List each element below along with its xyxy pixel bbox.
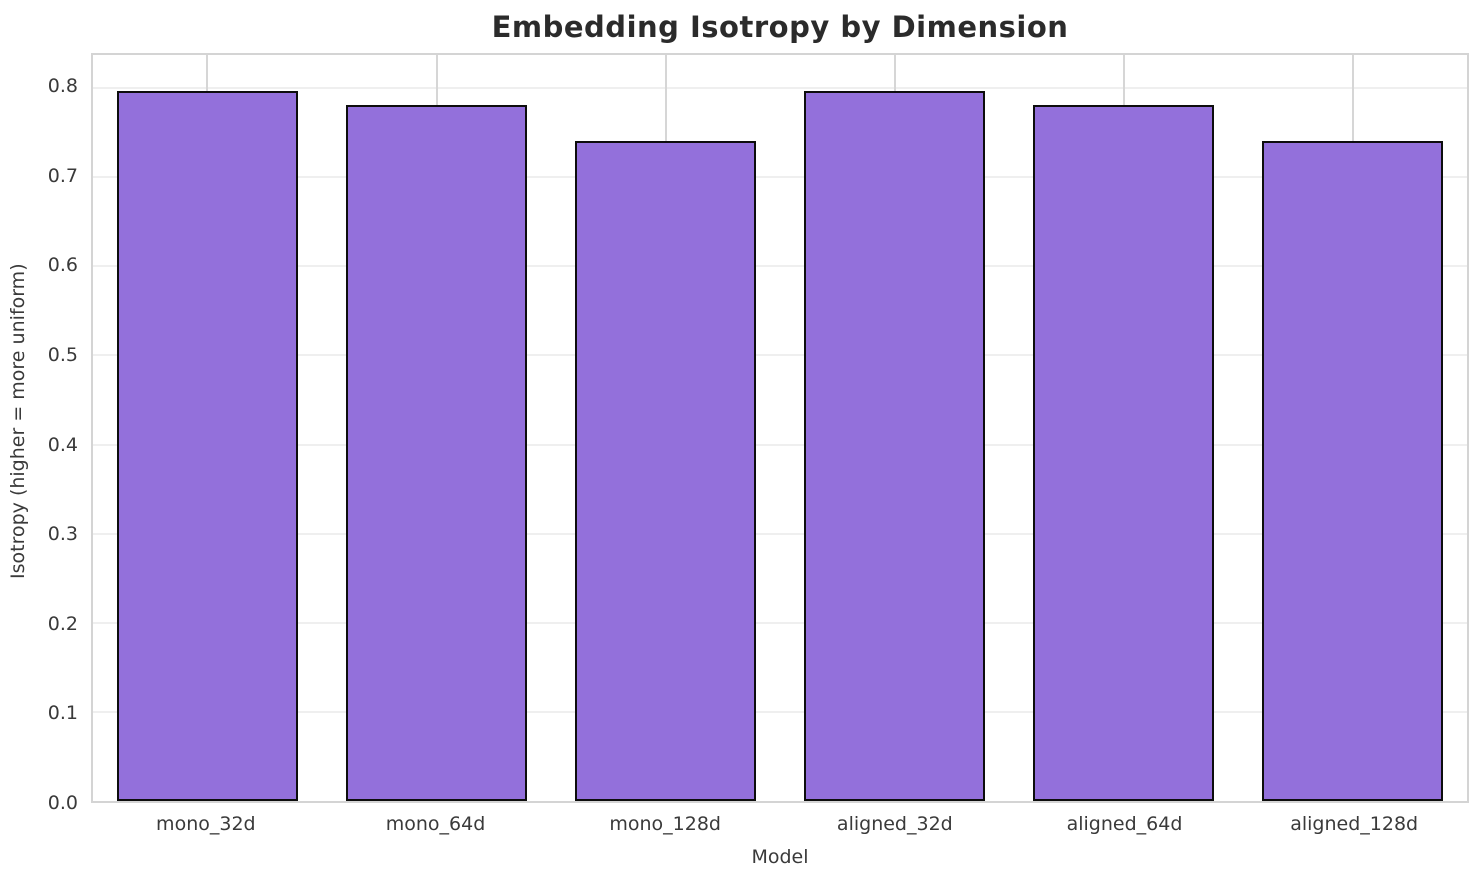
bar-mono_64d: [346, 104, 527, 801]
y-tick-label: 0.4: [47, 433, 78, 456]
y-tick-label: 0.1: [47, 702, 78, 725]
bar-aligned_64d: [1033, 104, 1214, 801]
x-tick-label-aligned_128d: aligned_128d: [1290, 813, 1419, 835]
h-gridline: [93, 176, 1467, 179]
y-tick-label: 0.8: [47, 75, 78, 98]
plot-area: [91, 53, 1469, 803]
x-tick-label-aligned_64d: aligned_64d: [1066, 813, 1183, 835]
x-tick-labels: mono_32d mono_64d mono_128d aligned_32d alig…: [91, 813, 1469, 839]
h-gridline: [93, 532, 1467, 535]
y-tick-label: 0.0: [47, 792, 78, 814]
bar-aligned_32d: [804, 90, 985, 801]
chart-title: Embedding Isotropy by Dimension: [491, 10, 1069, 44]
bar-mono_128d: [575, 140, 756, 801]
h-gridline: [93, 443, 1467, 446]
x-tick-label-aligned_32d: aligned_32d: [836, 813, 953, 835]
y-tick-label: 0.3: [47, 523, 78, 546]
y-tick-labels: 0.0 0.1 0.2 0.3 0.4 0.5 0.6 0.7 0.8: [8, 53, 78, 814]
y-tick-label: 0.6: [47, 254, 78, 277]
y-tick-label: 0.7: [47, 164, 78, 187]
y-tick-label: 0.5: [47, 343, 78, 366]
x-tick-label-mono_128d: mono_128d: [609, 813, 721, 835]
h-gridline: [93, 621, 1467, 624]
h-gridline: [93, 265, 1467, 268]
x-axis-label: Model: [751, 846, 809, 868]
bar-aligned_128d: [1262, 140, 1443, 801]
x-tick-label-mono_64d: mono_64d: [385, 813, 486, 835]
h-gridline: [93, 86, 1467, 89]
h-gridline: [93, 354, 1467, 357]
h-gridline: [93, 710, 1467, 713]
y-tick-label: 0.2: [47, 612, 78, 635]
x-tick-label-mono_32d: mono_32d: [156, 813, 256, 835]
bar-mono_32d: [117, 90, 298, 801]
